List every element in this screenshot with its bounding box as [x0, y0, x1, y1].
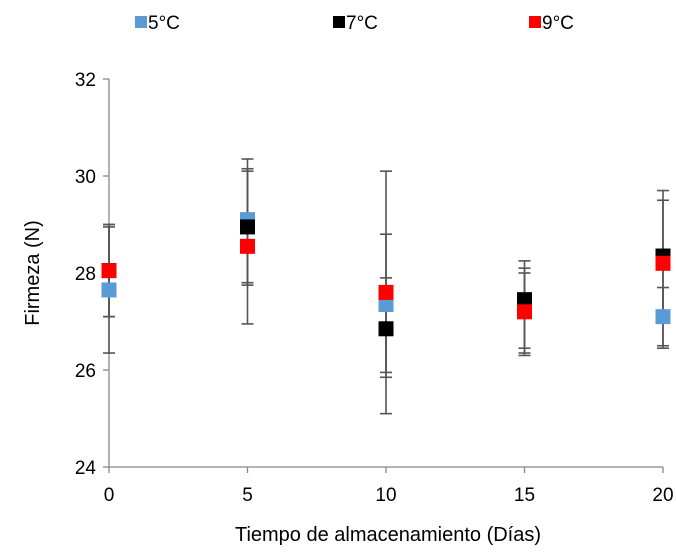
y-tick-label: 24 [75, 458, 97, 479]
data-point [378, 284, 394, 300]
data-point [240, 219, 255, 235]
x-tick-label: 15 [514, 485, 535, 506]
data-point [101, 263, 117, 279]
data-point [240, 238, 255, 254]
x-tick-label: 5 [242, 485, 253, 506]
ticks: 24 26 28 30 32 0 5 10 15 20 [75, 70, 674, 506]
legend: 5°C 7°C 9°C [135, 13, 574, 34]
x-axis-title: Tiempo de almacenamiento (Días) [235, 524, 541, 546]
y-axis-title: Firmeza (N) [22, 220, 44, 326]
data-point [101, 282, 117, 298]
legend-marker [529, 16, 541, 28]
data-point [655, 255, 671, 271]
legend-marker [333, 16, 345, 28]
legend-label: 5°C [148, 13, 180, 34]
data-markers [101, 212, 671, 337]
y-tick-label: 30 [75, 167, 96, 188]
x-tick-label: 10 [375, 485, 396, 506]
legend-marker [135, 16, 147, 28]
x-tick-label: 20 [652, 485, 673, 506]
data-point [655, 309, 671, 325]
data-point [517, 292, 532, 308]
data-point [378, 297, 394, 313]
y-tick-label: 32 [75, 70, 96, 91]
data-point [378, 321, 394, 337]
legend-label: 9°C [542, 13, 574, 34]
data-point [517, 304, 532, 320]
x-tick-label: 0 [104, 485, 115, 506]
y-tick-label: 26 [75, 361, 96, 382]
y-tick-label: 28 [75, 264, 96, 285]
legend-label: 7°C [346, 13, 378, 34]
